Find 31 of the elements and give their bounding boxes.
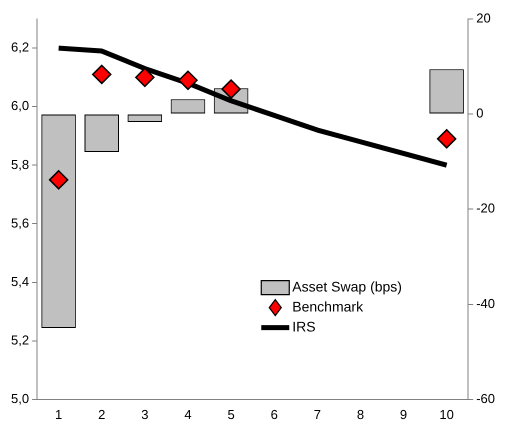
y-tick-label: 6,0 [10,98,30,114]
legend-label: Asset Swap (bps) [292,278,402,294]
y-tick-label: 5,0 [10,390,30,406]
point [436,129,456,149]
y2-tick-label: -40 [476,296,496,311]
x-tick-label: 10 [439,406,454,422]
point [48,170,68,190]
point [221,79,241,99]
y2-tick-label: 20 [476,10,491,26]
x-tick-label: 4 [184,406,192,422]
x-tick-label: 6 [270,406,278,422]
legend-label: IRS [292,318,316,334]
point [92,64,112,84]
y2-tick-label: 0 [476,106,484,121]
y-tick-label: 5,4 [10,274,30,289]
x-tick-label: 5 [227,406,235,422]
x-tick-label: 7 [314,406,321,422]
x-tick-label: 3 [141,406,148,422]
legend-label: Benchmark [292,298,364,314]
x-tick-label: 1 [55,406,62,422]
x-tick-label: 9 [400,406,408,422]
y-tick-label: 5,8 [10,156,30,172]
y-tick-label: 5,2 [10,332,30,348]
y2-tick-label: -60 [476,390,496,406]
point [178,70,198,90]
x-tick-label: 8 [356,406,364,422]
y-tick-label: 6,2 [10,40,30,55]
point [135,68,155,88]
x-tick-label: 2 [98,406,106,422]
y2-tick-label: -20 [476,200,496,216]
y-tick-label: 5,6 [10,215,30,230]
